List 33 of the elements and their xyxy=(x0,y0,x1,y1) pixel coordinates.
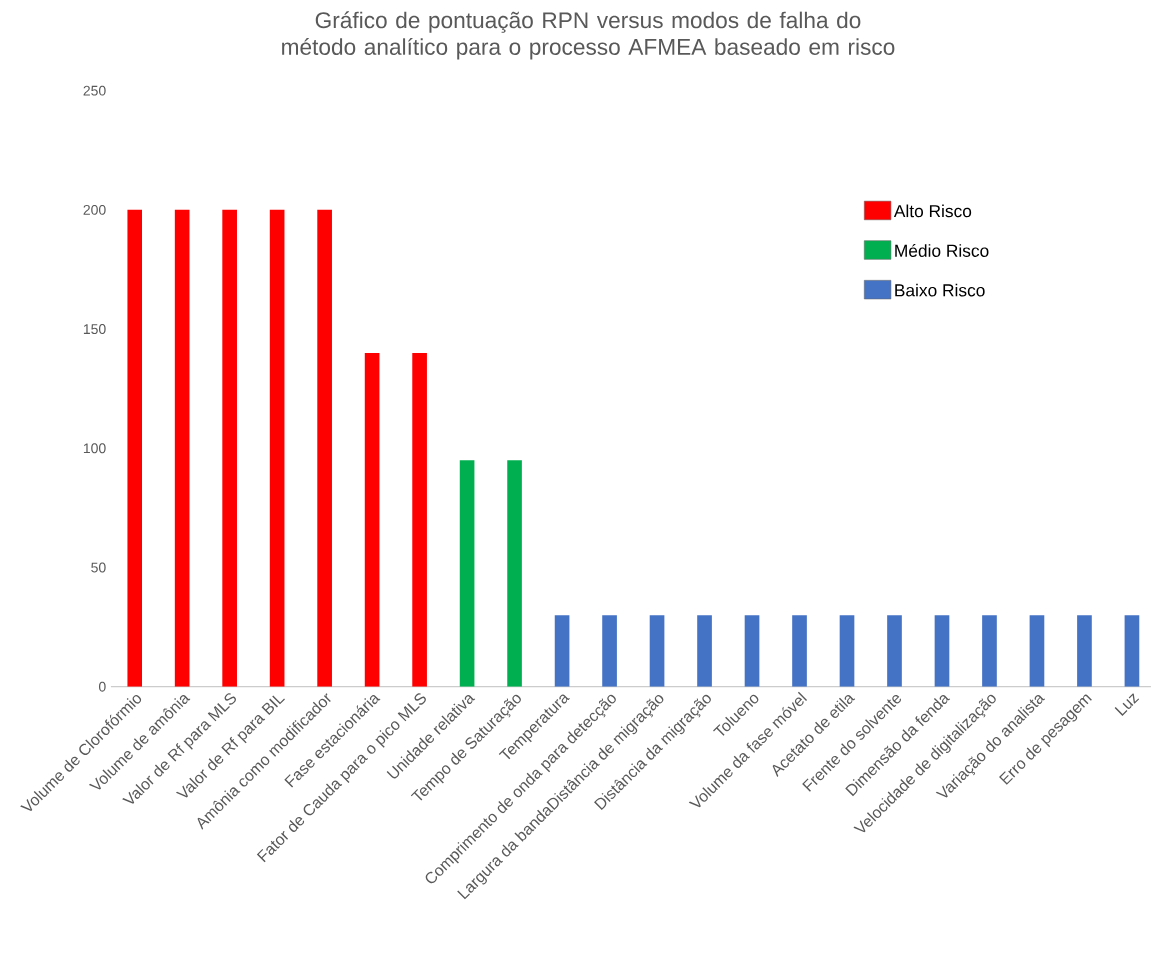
x-tick-label: Luz xyxy=(1114,693,1140,716)
chart-title: Gráfico de pontuação RPN versus modos de falha do método analítico para o processo AFMEA baseado em risco xyxy=(282,11,895,60)
y-tick-label: 100 xyxy=(83,443,106,454)
bar xyxy=(459,460,475,687)
legend-label: Médio Risco xyxy=(895,243,989,257)
bar xyxy=(222,209,237,687)
bar xyxy=(317,209,332,687)
legend-label: Baixo Risco xyxy=(895,283,985,297)
bar xyxy=(839,614,855,687)
bar xyxy=(697,614,712,687)
bar xyxy=(1029,614,1045,687)
bar xyxy=(887,614,902,687)
y-tick-label: 200 xyxy=(83,204,106,215)
bar xyxy=(507,460,522,687)
bar xyxy=(174,209,190,687)
bar xyxy=(412,352,427,687)
bar xyxy=(934,614,950,687)
y-tick-label: 50 xyxy=(91,562,106,573)
y-tick-label: 0 xyxy=(98,681,106,692)
bar xyxy=(1077,614,1092,687)
bar xyxy=(649,614,665,687)
bar xyxy=(744,614,760,687)
bar xyxy=(364,352,380,687)
bar xyxy=(792,614,807,687)
bar xyxy=(127,209,142,687)
bar xyxy=(602,614,617,687)
legend-label: Alto Risco xyxy=(893,204,972,218)
y-tick-label: 150 xyxy=(83,323,106,334)
bar xyxy=(554,614,570,687)
bar xyxy=(1124,614,1140,687)
bar xyxy=(269,209,285,687)
y-tick-label: 250 xyxy=(83,85,106,96)
bar xyxy=(982,614,997,687)
